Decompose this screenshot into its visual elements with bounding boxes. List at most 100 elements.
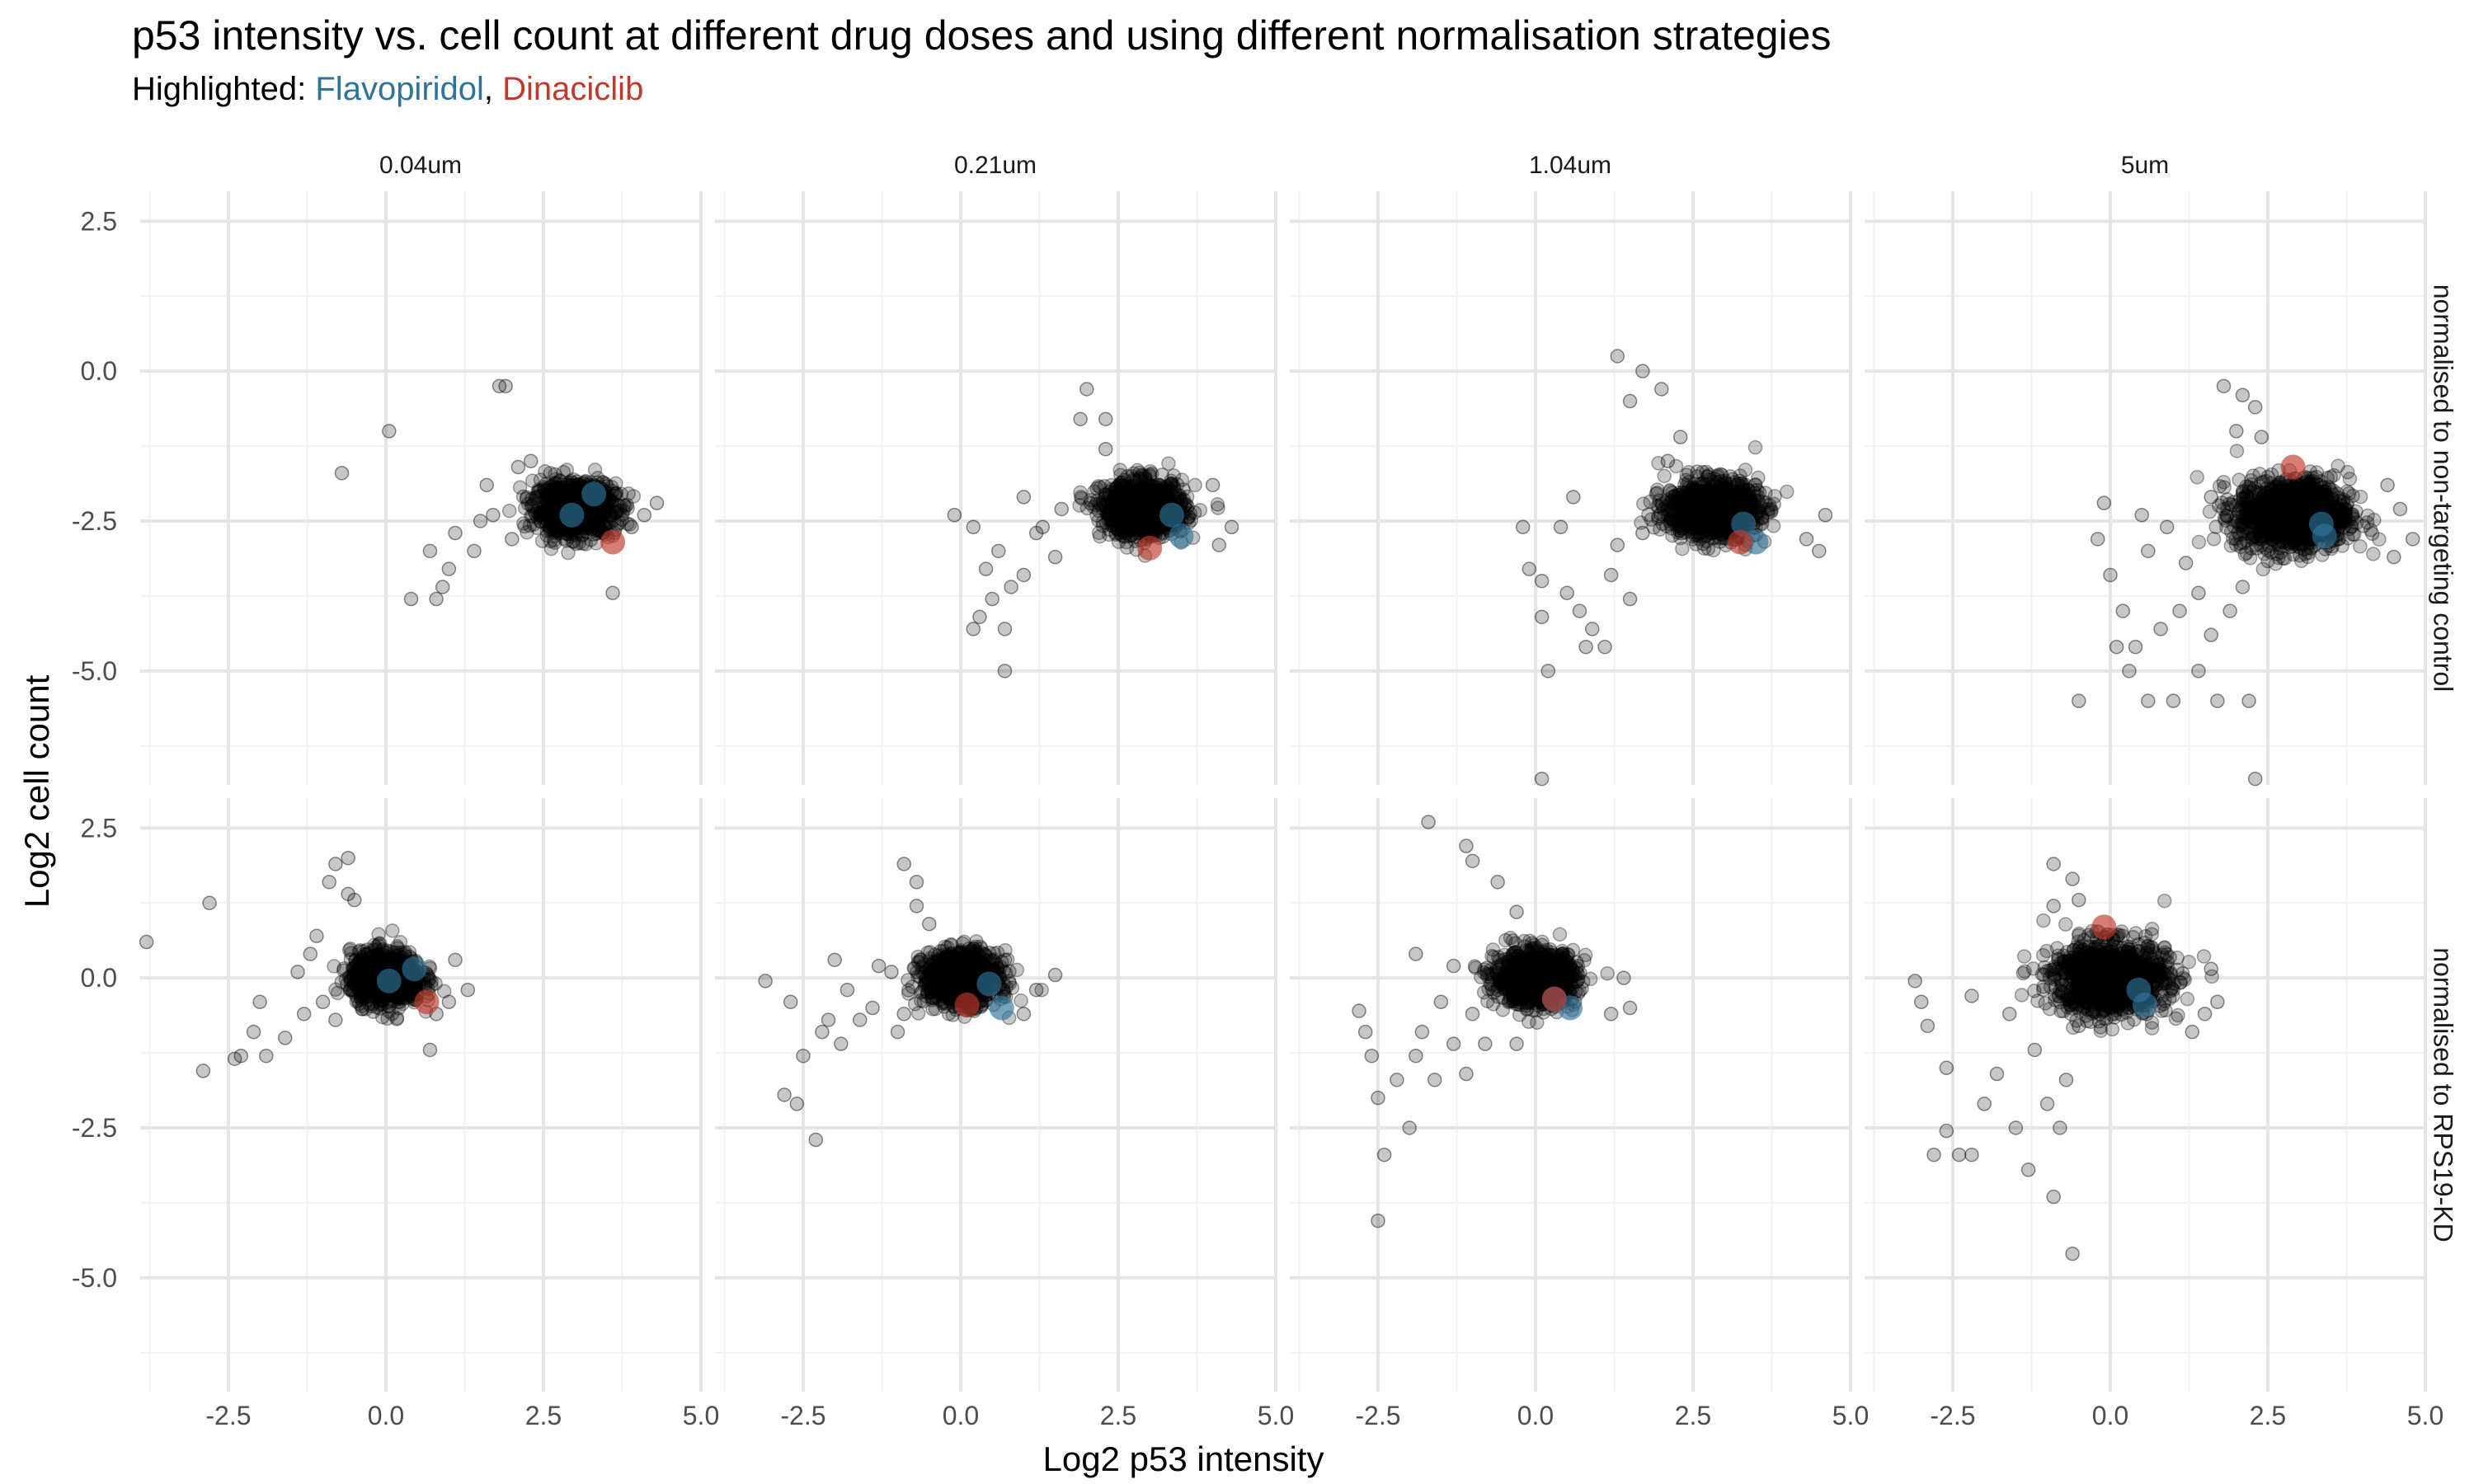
data-point [544,498,560,513]
data-point [566,534,581,549]
data-point [539,503,555,519]
data-point [543,466,558,481]
data-point [1675,541,1690,556]
data-point [501,503,517,519]
data-point [2353,489,2368,505]
data-point [595,516,610,531]
data-point [328,1012,343,1027]
data-point [554,491,569,506]
data-point [1004,580,1018,594]
data-point [548,528,563,543]
data-point [609,476,623,491]
data-point [562,482,577,497]
data-point [539,506,554,521]
data-point [589,507,604,523]
data-point [2229,510,2245,525]
data-point [545,509,561,524]
data-point [1522,561,1537,576]
data-point [533,514,548,529]
data-point [1534,771,1550,787]
data-point [1035,519,1051,535]
data-point [524,509,539,524]
data-point [532,508,547,524]
data-point [590,508,605,524]
data-point [616,503,631,519]
chart-subtitle: Highlighted: Flavopiridol, Dinaciclib [132,71,643,108]
data-point [460,982,476,998]
data-point [542,486,557,500]
data-point [448,952,463,968]
data-point [550,525,566,540]
data-point [2189,470,2205,485]
data-point [391,1001,407,1016]
data-point [486,507,501,523]
data-point [2191,534,2207,550]
data-point [997,664,1013,679]
data-point [1635,525,1650,541]
data-point [537,514,552,528]
data-point [547,533,562,548]
data-point [2206,532,2222,547]
data-point [601,507,617,522]
data-point [546,482,562,497]
data-point [539,504,554,519]
data-point [626,489,642,504]
data-point [385,923,400,938]
flavopiridol-point [559,502,585,528]
data-point [322,875,336,890]
data-point [2345,507,2359,522]
data-point [545,481,561,495]
data-point [985,591,999,607]
data-point [2235,580,2251,594]
data-point [524,473,540,488]
data-point [1073,411,1088,427]
data-point [2134,507,2149,523]
data-point [1747,439,1763,455]
data-point [563,485,578,500]
data-point [548,498,562,514]
data-point [583,516,598,531]
data-point [524,499,539,514]
data-point [1610,538,1625,552]
data-point [530,489,545,504]
data-point [590,518,605,533]
data-point [604,514,618,530]
data-point [2255,561,2271,577]
data-point [616,498,632,513]
data-point [608,488,623,504]
data-point [2247,771,2263,787]
data-point [1655,498,1670,513]
data-point [563,478,578,494]
data-point [601,508,617,523]
data-point [1553,519,1569,535]
data-point [2159,519,2175,535]
data-point [1622,591,1638,607]
data-point [479,477,494,493]
data-point [563,482,579,497]
data-point [553,494,567,510]
data-point [2380,477,2395,493]
data-point [539,511,554,527]
data-point [534,533,550,548]
data-point [1707,514,1722,529]
data-point [2280,486,2296,502]
data-point [543,502,557,518]
data-point [548,524,564,538]
data-point [2366,547,2381,561]
data-point [498,378,513,394]
data-point [580,520,595,535]
data-point [589,519,604,533]
data-point [604,479,619,495]
data-point [2345,519,2359,534]
data-point [2315,547,2330,562]
data-point [1073,485,1088,500]
data-point [448,525,463,541]
data-point [139,934,154,950]
data-point [539,528,554,543]
data-point [1079,382,1094,397]
data-point [1559,585,1574,601]
dinaciclib-point [1728,529,1753,555]
data-point [2222,603,2237,618]
data-point [560,484,575,499]
data-point [2216,502,2231,517]
